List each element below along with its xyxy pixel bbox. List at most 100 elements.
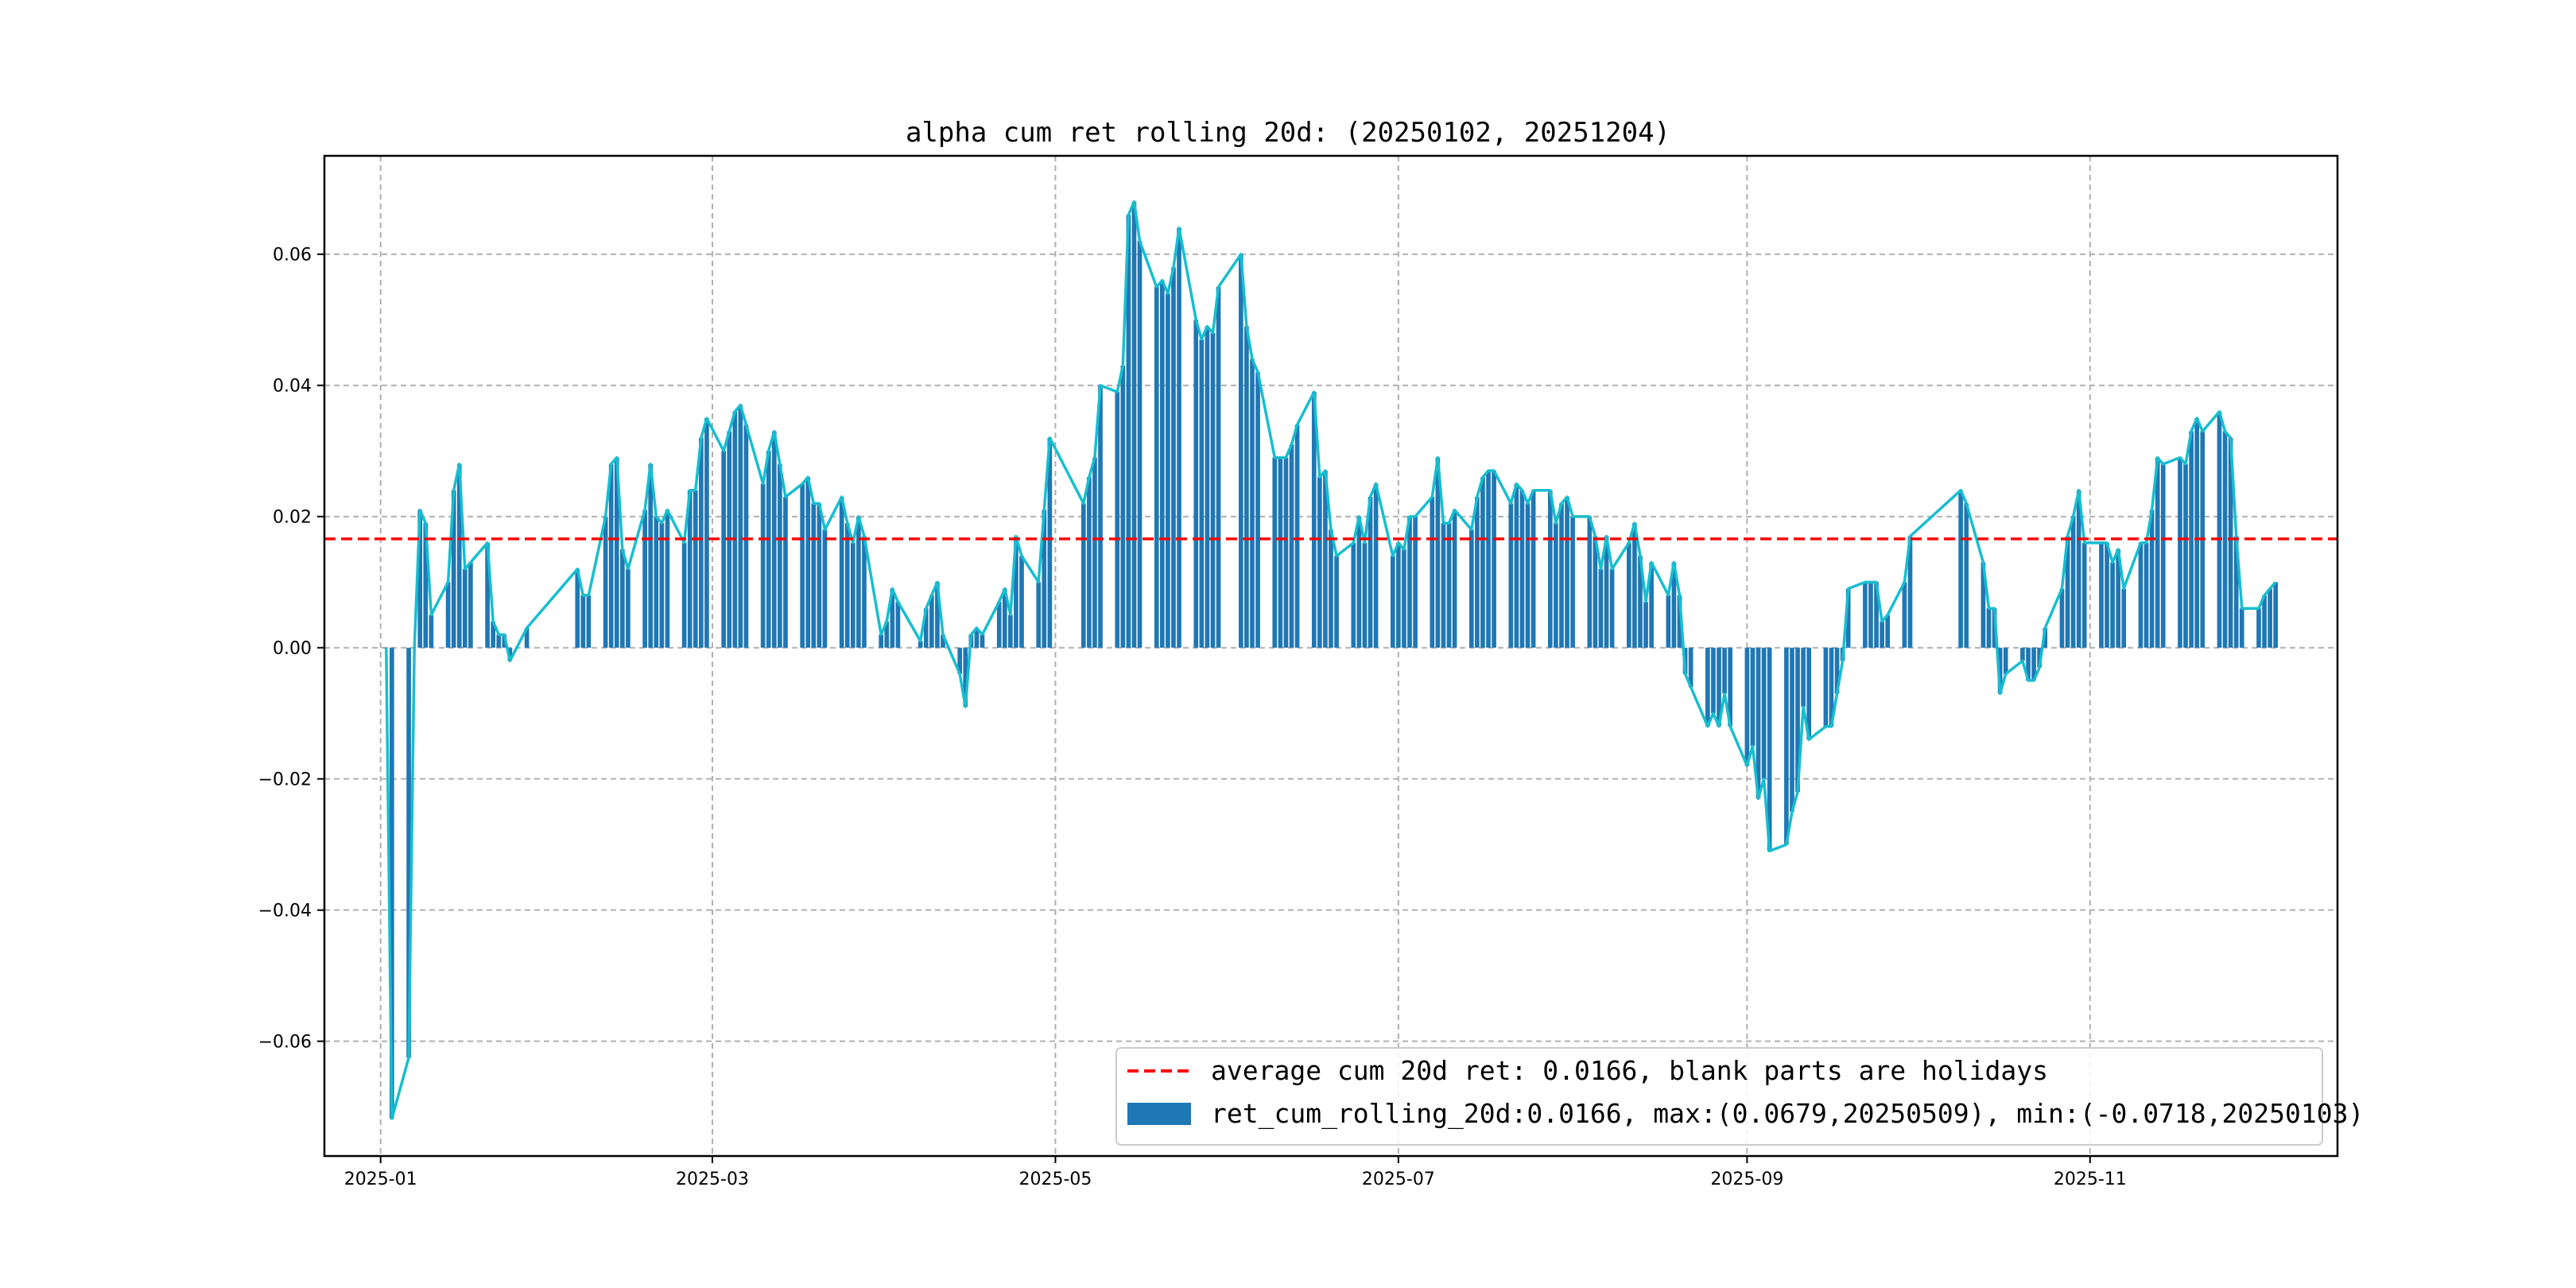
bar xyxy=(1435,457,1441,648)
bar xyxy=(2160,464,2166,648)
bar xyxy=(2043,627,2048,648)
bar xyxy=(1255,372,1260,648)
bar xyxy=(1120,365,1126,648)
bar xyxy=(895,601,901,648)
bar xyxy=(1115,391,1120,648)
bar xyxy=(1638,556,1643,648)
bar xyxy=(1795,647,1800,793)
bar xyxy=(1863,582,1868,648)
bar xyxy=(957,647,963,674)
bar xyxy=(1216,286,1221,648)
bar xyxy=(1407,516,1412,648)
bar xyxy=(918,641,923,648)
bar xyxy=(743,425,749,648)
bar xyxy=(1722,647,1727,694)
bar xyxy=(2268,588,2272,648)
bar xyxy=(1430,496,1435,648)
bar xyxy=(1845,588,1851,648)
bar xyxy=(1390,556,1395,648)
bar xyxy=(2183,464,2188,648)
bar xyxy=(879,634,884,648)
bar xyxy=(1334,556,1339,648)
bar xyxy=(2222,431,2228,648)
bar xyxy=(1171,267,1176,648)
bar xyxy=(496,634,502,648)
bar xyxy=(1885,615,1891,648)
bar xyxy=(1643,601,1648,648)
bar xyxy=(929,595,934,648)
bar xyxy=(2194,417,2200,648)
y-tick-label: 0.06 xyxy=(273,246,312,266)
bar xyxy=(2273,582,2279,648)
bar xyxy=(1598,568,1604,648)
bar xyxy=(1468,530,1474,648)
bar xyxy=(1351,542,1356,648)
bar xyxy=(2026,647,2031,681)
bar xyxy=(1587,516,1593,648)
bar xyxy=(491,621,496,648)
bar xyxy=(1087,477,1092,648)
x-tick-label: 2025-03 xyxy=(676,1170,749,1189)
bar xyxy=(963,647,968,707)
line-series xyxy=(385,200,2277,1120)
bar xyxy=(811,503,817,648)
bar xyxy=(1368,496,1373,648)
bar xyxy=(805,477,811,648)
bar xyxy=(822,530,828,648)
legend: average cum 20d ret: 0.0166, blank parts… xyxy=(1115,1047,2364,1146)
series-line xyxy=(385,200,2277,1120)
bar xyxy=(1565,496,1569,648)
bar xyxy=(1272,457,1278,648)
bar xyxy=(659,522,665,648)
bar xyxy=(1508,503,1514,648)
bar xyxy=(2003,647,2008,674)
legend-series-label: ret_cum_rolling_20d:0.0166, max:(0.0679,… xyxy=(1211,1098,2364,1130)
bar xyxy=(642,510,647,648)
bar xyxy=(1475,496,1480,648)
bar xyxy=(1868,582,1873,648)
bar xyxy=(423,522,429,648)
bar xyxy=(850,542,855,648)
y-tick-label: 0.04 xyxy=(273,377,312,397)
bar xyxy=(1964,503,1969,648)
bar xyxy=(1205,326,1210,648)
bar xyxy=(626,568,630,648)
bar xyxy=(654,516,659,648)
bar xyxy=(1519,490,1525,648)
axis-ticks: 2025-01 2025-03 2025-05 2025-07 2025-09 2025-… xyxy=(258,246,2127,1189)
bar xyxy=(580,595,586,648)
bar xyxy=(2081,542,2087,648)
bar xyxy=(2110,562,2115,648)
bar xyxy=(2228,437,2233,648)
bar xyxy=(1311,391,1317,648)
y-tick-label: −0.04 xyxy=(258,902,312,921)
bar xyxy=(692,490,698,648)
y-tick-label: −0.02 xyxy=(258,770,312,790)
bar xyxy=(2020,647,2025,661)
bar xyxy=(839,496,844,648)
bar xyxy=(760,483,766,648)
bar xyxy=(1036,582,1042,648)
bar xyxy=(1199,339,1205,648)
bar xyxy=(1728,647,1732,727)
bar xyxy=(1480,477,1485,648)
bar xyxy=(1323,470,1328,648)
bar xyxy=(778,464,782,648)
bar xyxy=(974,627,980,648)
bar xyxy=(2099,542,2104,648)
bar xyxy=(2070,516,2076,648)
bar xyxy=(1362,542,1368,648)
bar xyxy=(2155,457,2160,648)
bar xyxy=(1761,647,1767,779)
bar xyxy=(1750,647,1755,747)
bar xyxy=(766,451,771,648)
bar xyxy=(1278,457,1283,648)
bar xyxy=(1080,503,1086,648)
bar xyxy=(1717,647,1721,727)
bar xyxy=(1632,522,1637,648)
bar xyxy=(1593,536,1598,648)
bar xyxy=(1548,490,1553,648)
x-tick-label: 2025-05 xyxy=(1018,1170,1092,1189)
bar xyxy=(996,601,1002,648)
bar xyxy=(699,437,704,648)
